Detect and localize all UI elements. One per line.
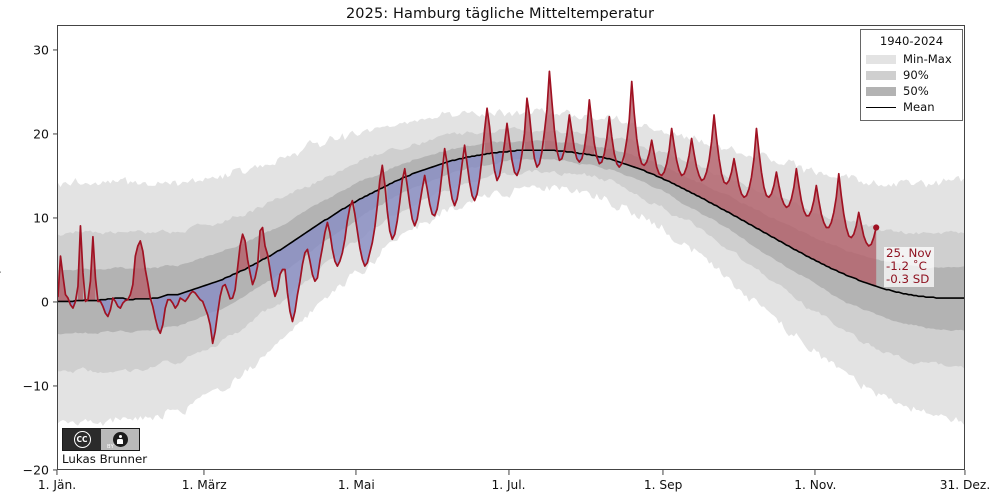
legend-label-90: 90% bbox=[903, 68, 929, 82]
legend-item-mean: Mean bbox=[866, 99, 957, 115]
mean-line bbox=[58, 149, 964, 303]
x-axis-tick-label: 1. Sep bbox=[643, 478, 683, 492]
observed-temperature-line bbox=[58, 70, 878, 345]
y-axis-tick-mark bbox=[52, 133, 57, 135]
annotation-date: 25. Nov bbox=[886, 246, 932, 260]
chart-canvas bbox=[58, 70, 964, 427]
x-axis-tick-mark bbox=[964, 470, 966, 475]
x-axis-tick-mark bbox=[814, 470, 816, 475]
cc-by-badge: CC BY bbox=[62, 428, 140, 451]
last-value-annotation: 25. Nov -1.2 ˚C -0.3 SD bbox=[884, 246, 934, 287]
legend-label-50: 50% bbox=[903, 84, 929, 98]
x-axis-tick-label: 1. Jul. bbox=[491, 478, 526, 492]
y-axis-tick-mark bbox=[52, 217, 57, 219]
cc-icon: CC bbox=[63, 429, 101, 450]
legend-swatch-min-max bbox=[866, 54, 896, 64]
y-axis-tick-label: −10 bbox=[22, 378, 49, 394]
legend-label-min-max: Min-Max bbox=[903, 52, 952, 66]
legend-item-50: 50% bbox=[866, 83, 957, 99]
y-axis-tick-label: 20 bbox=[33, 126, 49, 142]
y-axis-tick-label: −20 bbox=[22, 462, 49, 478]
x-axis-tick-label: 1. Nov. bbox=[794, 478, 837, 492]
x-axis-tick-mark bbox=[507, 470, 510, 475]
y-axis-tick-label: 0 bbox=[41, 294, 49, 310]
x-axis-tick-label: 31. Dez. bbox=[939, 478, 991, 492]
last-observation-marker bbox=[873, 224, 880, 231]
legend-item-min-max: Min-Max bbox=[866, 51, 957, 67]
plot-area bbox=[57, 25, 965, 470]
annotation-anomaly: -0.3 SD bbox=[886, 272, 930, 287]
legend-swatch-50 bbox=[866, 86, 896, 96]
y-axis-tick-mark bbox=[52, 385, 57, 387]
by-label: BY bbox=[107, 443, 115, 450]
y-axis-tick-mark bbox=[52, 301, 57, 303]
legend-swatch-90 bbox=[866, 70, 896, 80]
y-axis-label: Temperatur (°C) bbox=[0, 196, 2, 301]
y-axis-tick-mark bbox=[52, 49, 57, 51]
by-icon bbox=[101, 429, 139, 450]
legend-item-90: 90% bbox=[866, 67, 957, 83]
chart-title: 2025: Hamburg tägliche Mitteltemperatur bbox=[345, 6, 655, 22]
y-axis-tick-label: 10 bbox=[33, 210, 49, 226]
x-axis-tick-mark bbox=[203, 470, 205, 475]
x-axis-tick-label: 1. Jän. bbox=[37, 478, 77, 492]
x-axis-tick-label: 1. Mai bbox=[337, 478, 375, 492]
x-axis-tick-label: 1. März bbox=[181, 478, 227, 492]
legend-title: 1940-2024 bbox=[879, 34, 944, 48]
anomaly-fill-below-mean bbox=[70, 150, 622, 344]
x-axis-tick-mark bbox=[662, 470, 664, 475]
x-axis-tick-mark bbox=[56, 470, 58, 475]
annotation-temperature: -1.2 ˚C bbox=[886, 259, 927, 274]
y-axis-tick-mark bbox=[52, 469, 57, 471]
y-axis-tick-label: 30 bbox=[33, 42, 49, 58]
legend-label-mean: Mean bbox=[903, 100, 935, 114]
legend: 1940-2024 Min-Max 90% 50% Mean bbox=[860, 29, 963, 121]
license-attribution: CC BY Lukas Brunner bbox=[62, 428, 147, 466]
legend-swatch-mean bbox=[866, 106, 896, 108]
x-axis-tick-mark bbox=[355, 470, 357, 475]
author-name: Lukas Brunner bbox=[62, 452, 148, 466]
